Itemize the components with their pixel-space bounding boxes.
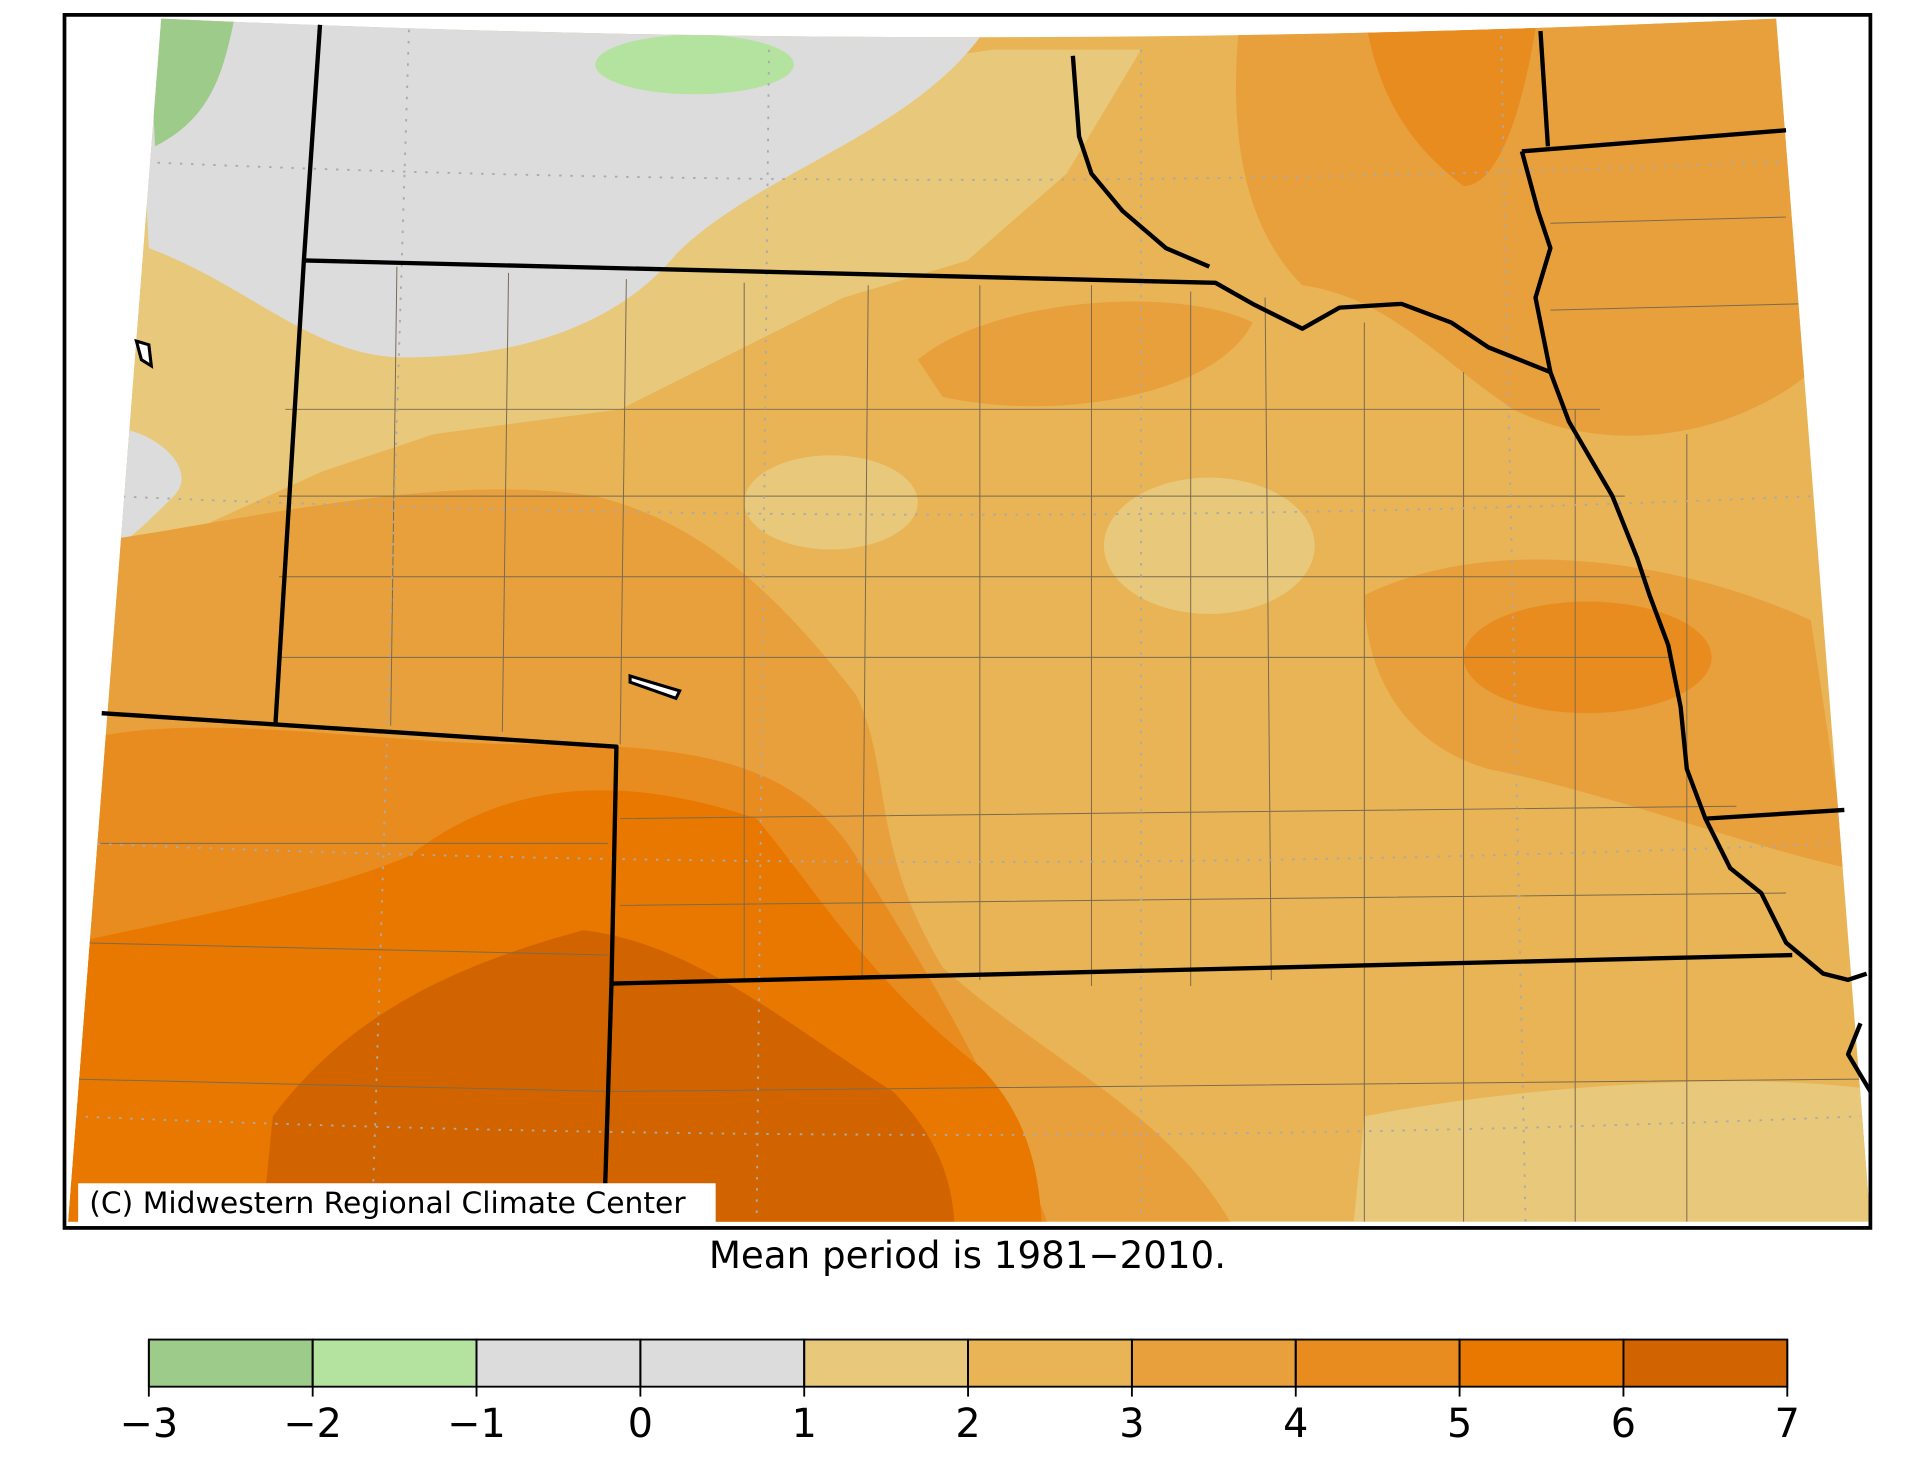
colorbar-swatch <box>1294 1338 1461 1388</box>
colorbar-swatch <box>803 1338 969 1388</box>
anomaly-field <box>68 18 1871 1222</box>
band-4-5-northeast <box>1364 18 1538 187</box>
lake <box>134 338 154 369</box>
colorbar-tick-label: 5 <box>1447 1401 1472 1447</box>
band-3-4-north <box>917 301 1253 407</box>
caption: Mean period is 1981−2010. <box>709 1233 1226 1277</box>
colorbar: −3 −2 −1 0 1 2 3 4 5 6 7 <box>120 1338 1800 1447</box>
band-3-4-northeast <box>1235 18 1811 436</box>
colorbar-swatch <box>147 1338 314 1388</box>
colorbar-tick-label: 2 <box>955 1401 980 1447</box>
band-1-2-central <box>1103 477 1315 614</box>
colorbar-tick-label: −2 <box>283 1401 341 1447</box>
county-lines <box>74 216 1861 1222</box>
band-0-1-west <box>111 427 182 546</box>
colorbar-swatch <box>1622 1338 1789 1388</box>
colorbar-tick-label: −1 <box>447 1401 505 1447</box>
colorbar-swatch <box>1458 1338 1625 1388</box>
colorbar-tick-label: 3 <box>1119 1401 1144 1447</box>
colorbar-tick-label: 0 <box>628 1401 653 1447</box>
graticule <box>74 18 1861 1222</box>
band-0-1 <box>136 18 980 358</box>
colorbar-tick-label: 7 <box>1775 1401 1800 1447</box>
colorbar-tick-label: −3 <box>120 1401 178 1447</box>
colorbar-tick-label: 4 <box>1283 1401 1308 1447</box>
map-frame <box>62 13 1873 1230</box>
colorbar-tick-label: 6 <box>1611 1401 1636 1447</box>
colorbar-swatch <box>639 1338 806 1388</box>
colorbar-tick-label: 1 <box>792 1401 817 1447</box>
reservoir <box>628 673 682 701</box>
colorbar-swatch <box>475 1338 642 1388</box>
credit-box <box>78 1183 716 1223</box>
band-1-2-west <box>744 455 918 550</box>
state-borders <box>101 24 1873 1222</box>
band-neg-north <box>595 34 794 95</box>
credit: (C) Midwestern Regional Climate Center <box>89 1186 686 1221</box>
colorbar-swatch <box>311 1338 478 1388</box>
colorbar-swatch <box>967 1338 1133 1388</box>
colorbar-swatch <box>1130 1338 1297 1388</box>
band-neg <box>148 18 236 147</box>
band-1-2-south <box>1351 1081 1871 1222</box>
